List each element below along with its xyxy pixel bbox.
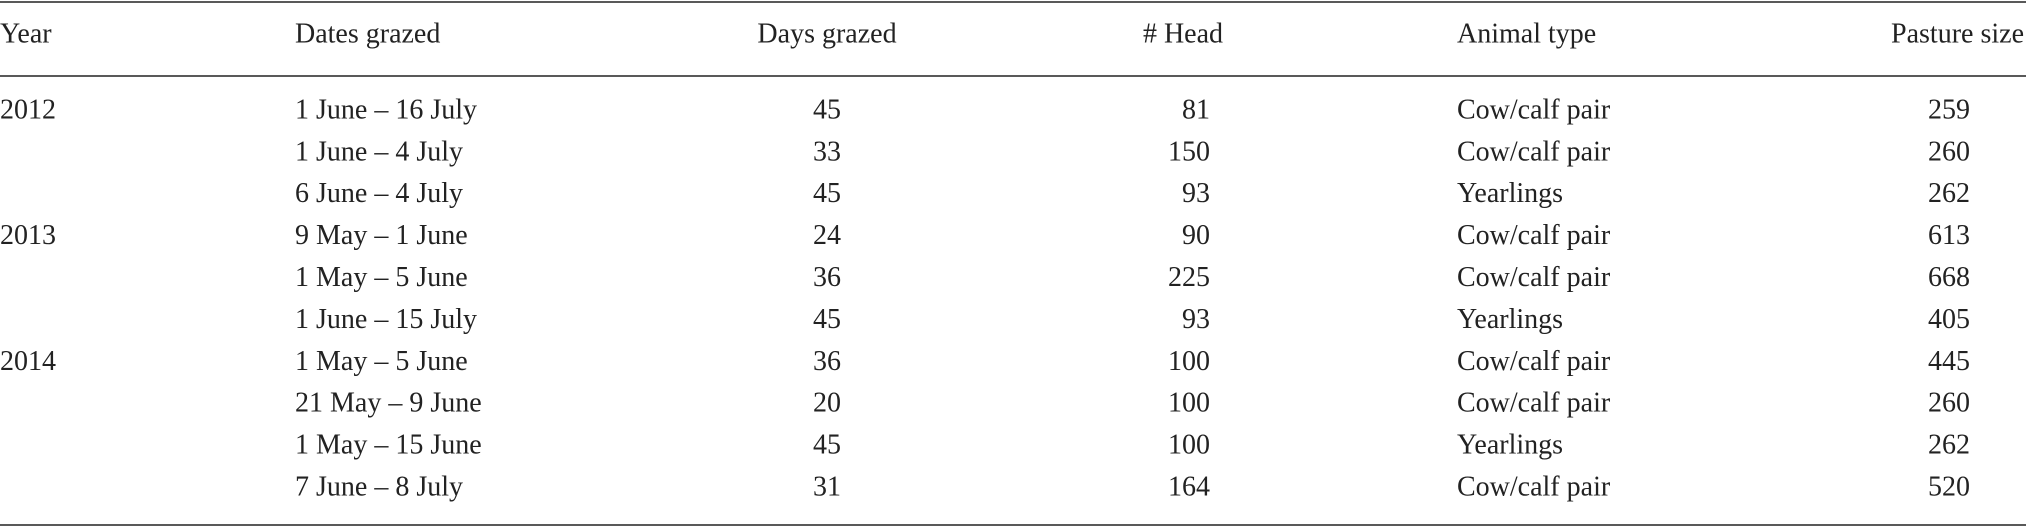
table-cell: Cow/calf pair [1457,94,1611,125]
table-cell: 1 June – 4 July [295,136,463,167]
table-cell: 164 [1168,472,1210,503]
table-cell: Cow/calf pair [1457,262,1611,293]
table-cell: Yearlings [1457,178,1563,209]
table-cell: 45 [813,430,841,461]
table-cell: 93 [1182,304,1210,335]
column-header: # Head [1143,18,1223,49]
table-cell: Cow/calf pair [1457,346,1611,377]
column-header: Pasture size [1891,18,2024,49]
table-cell: 100 [1168,346,1210,377]
table-cell: 100 [1168,388,1210,419]
table-cell: 1 May – 15 June [295,430,482,461]
column-header: Animal type [1457,18,1596,49]
table-cell: 31 [813,472,841,503]
table-cell: Cow/calf pair [1457,388,1611,419]
table-cell: 262 [1928,178,1970,209]
column-header: Dates grazed [295,18,440,49]
table-cell: 262 [1928,430,1970,461]
table-cell: 33 [813,136,841,167]
year-cell: 2012 [0,94,56,125]
table-cell: 45 [813,178,841,209]
table-cell: 150 [1168,136,1210,167]
table-cell: 1 May – 5 June [295,262,468,293]
table-cell: 20 [813,388,841,419]
table-cell: Cow/calf pair [1457,472,1611,503]
table-cell: 260 [1928,136,1970,167]
table-cell: 90 [1182,220,1210,251]
table-cell: 613 [1928,220,1970,251]
column-header: Year [0,18,52,49]
table-cell: Yearlings [1457,304,1563,335]
table-cell: Yearlings [1457,430,1563,461]
table-cell: 668 [1928,262,1970,293]
column-header: Days grazed [757,18,896,49]
table-cell: 1 June – 16 July [295,94,477,125]
table-cell: 260 [1928,388,1970,419]
table-cell: Cow/calf pair [1457,136,1611,167]
table-cell: 1 June – 15 July [295,304,477,335]
table-cell: 45 [813,94,841,125]
table-cell: 259 [1928,94,1970,125]
table-cell: 7 June – 8 July [295,472,463,503]
table-cell: 6 June – 4 July [295,178,463,209]
table-cell: 405 [1928,304,1970,335]
table-cell: 445 [1928,346,1970,377]
table-cell: 225 [1168,262,1210,293]
table-cell: 24 [813,220,841,251]
table-cell: 9 May – 1 June [295,220,468,251]
table-cell: 93 [1182,178,1210,209]
table-cell: Cow/calf pair [1457,220,1611,251]
table-cell: 520 [1928,472,1970,503]
table-cell: 45 [813,304,841,335]
table-cell: 81 [1182,94,1210,125]
table-cell: 100 [1168,430,1210,461]
table-cell: 21 May – 9 June [295,388,482,419]
year-cell: 2014 [0,346,56,377]
table-cell: 36 [813,346,841,377]
table-cell: 1 May – 5 June [295,346,468,377]
year-cell: 2013 [0,220,56,251]
table-cell: 36 [813,262,841,293]
